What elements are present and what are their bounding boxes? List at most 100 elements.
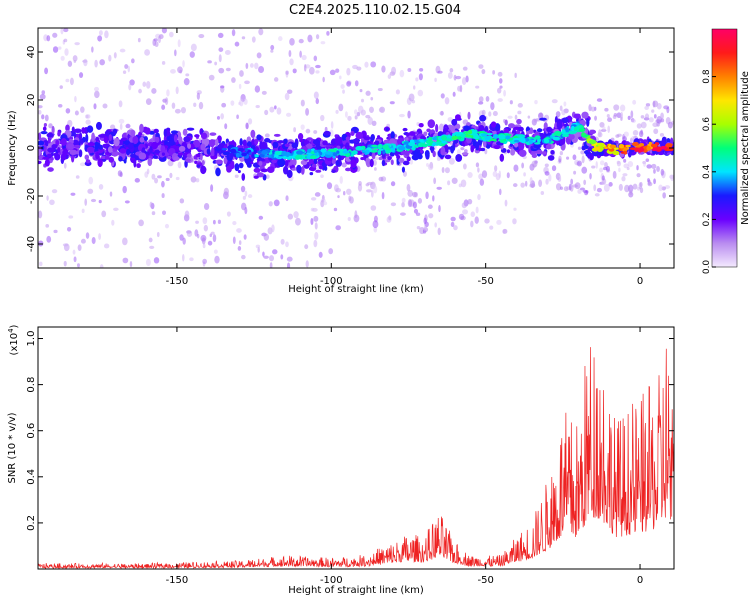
spectrogram-background-point bbox=[563, 186, 569, 192]
spectrogram-background-point bbox=[238, 83, 242, 90]
spectrogram-ridge-point bbox=[593, 147, 602, 151]
spectrogram-ridge-point bbox=[665, 143, 673, 148]
spectrogram-band-point bbox=[183, 136, 191, 143]
spectrogram-ridge-point bbox=[428, 136, 433, 142]
spectrogram-background-point bbox=[462, 66, 468, 71]
spectrogram-background-point bbox=[294, 217, 301, 226]
spectrogram-band-point bbox=[199, 152, 203, 161]
spectrogram-background-point bbox=[357, 183, 363, 192]
spectrogram-ridge-point bbox=[561, 133, 570, 138]
spectrogram-background-point bbox=[212, 234, 217, 243]
spectrogram-band-point bbox=[44, 159, 50, 167]
spectrogram-background-point bbox=[285, 241, 289, 248]
spectrogram-background-point bbox=[492, 171, 498, 178]
spectrogram-background-point bbox=[512, 183, 518, 188]
spectrogram-band-point bbox=[143, 136, 148, 142]
snr-x-ticks: -150 -100 -50 0 bbox=[166, 327, 643, 586]
spectrogram-band-point bbox=[273, 133, 281, 137]
spectrogram-band-point bbox=[427, 119, 436, 129]
spectrogram-background-point bbox=[538, 179, 543, 187]
spectrogram-background-point bbox=[288, 50, 292, 57]
spectrogram-background-point bbox=[561, 109, 566, 116]
spectrogram-background-point bbox=[301, 54, 307, 61]
x-tick-label: -100 bbox=[320, 575, 343, 586]
spectrogram-background-point bbox=[62, 243, 69, 247]
spectrogram-ridge-point bbox=[408, 142, 416, 147]
spectrogram-band-point bbox=[38, 140, 45, 146]
spectrogram-band-point bbox=[234, 163, 240, 172]
spectrogram-background-point bbox=[122, 237, 128, 246]
spectrogram-background-point bbox=[655, 119, 661, 124]
spectrogram-band-point bbox=[624, 141, 630, 146]
spectrogram-background-point bbox=[660, 118, 665, 123]
x-tick-label: 0 bbox=[637, 575, 643, 586]
spectrogram-band-point bbox=[47, 147, 55, 153]
spectrogram-ridge-point bbox=[253, 149, 257, 153]
spectrogram-band-point bbox=[38, 160, 42, 165]
spectrogram-background-point bbox=[636, 165, 639, 171]
spectrogram-background-point bbox=[632, 99, 637, 105]
spectrogram-background-point bbox=[125, 123, 131, 129]
spectrogram-band-point bbox=[40, 131, 48, 135]
spectrogram-background-point bbox=[458, 183, 462, 188]
spectrogram-background-point bbox=[615, 134, 620, 138]
spectrogram-background-point bbox=[626, 166, 630, 171]
spectrogram-background-point bbox=[63, 260, 67, 267]
spectrogram-band-point bbox=[113, 137, 120, 147]
spectrogram-background-point bbox=[310, 207, 315, 212]
spectrogram-background-point bbox=[481, 109, 486, 116]
spectrogram-band-point bbox=[510, 148, 516, 156]
spectrogram-background-point bbox=[313, 130, 318, 134]
spectrogram-band-point bbox=[282, 138, 288, 144]
spectrogram-band-point bbox=[423, 131, 428, 137]
spectrogram-ridge-point bbox=[281, 150, 288, 156]
spectrogram-band-point bbox=[315, 169, 322, 173]
spectrogram-background-point bbox=[232, 236, 236, 244]
spectrogram-background-point bbox=[490, 102, 495, 111]
spectrogram-background-point bbox=[341, 162, 347, 168]
x-tick-label: -50 bbox=[477, 575, 493, 586]
spectrogram-background-point bbox=[399, 113, 405, 118]
spectrogram-band-point bbox=[345, 136, 351, 141]
spectrogram-ridge-point bbox=[230, 148, 237, 154]
spectrogram-background-point bbox=[208, 74, 215, 81]
spectrogram-background-point bbox=[574, 182, 581, 190]
spectrogram-background-point bbox=[374, 167, 377, 171]
spectrogram-band-point bbox=[177, 152, 184, 156]
spectrogram-ridge-point bbox=[261, 149, 268, 155]
spectrogram-background-point bbox=[180, 106, 186, 114]
spectrogram-band-point bbox=[277, 158, 286, 168]
y-tick-label: 0 bbox=[26, 145, 37, 151]
spectrogram-band-point bbox=[152, 155, 158, 159]
spectrogram-background-point bbox=[377, 87, 383, 92]
spectrogram-background-point bbox=[426, 162, 429, 167]
spectrogram-background-point bbox=[164, 223, 170, 229]
spectrogram-background-point bbox=[386, 216, 392, 223]
spectrogram-ridge-point bbox=[228, 152, 234, 159]
spectrogram-band-point bbox=[161, 152, 166, 156]
spectrogram-background-point bbox=[346, 188, 352, 195]
spectrogram-background-point bbox=[502, 229, 506, 234]
spectrogram-background-point bbox=[300, 124, 305, 131]
spectrogram-band-point bbox=[355, 131, 364, 140]
spectrogram-background-point bbox=[182, 60, 185, 68]
spectrogram-background-point bbox=[80, 238, 86, 244]
spectrogram-background-point bbox=[322, 76, 325, 83]
spectrogram-band-point bbox=[139, 136, 145, 143]
spectrogram-background-point bbox=[606, 165, 610, 172]
spectrogram-band-point bbox=[209, 139, 216, 148]
spectrogram-background-point bbox=[270, 49, 274, 53]
spectrogram-ridge-point bbox=[481, 133, 488, 137]
spectrogram-background-point bbox=[179, 198, 185, 204]
spectrogram-background-point bbox=[98, 30, 103, 36]
spectrogram-background-point bbox=[638, 182, 642, 190]
spectrogram-background-point bbox=[484, 148, 488, 155]
spectrogram-band-point bbox=[128, 142, 134, 150]
spectrogram-background-point bbox=[413, 208, 419, 214]
spectrogram-background-point bbox=[313, 55, 318, 62]
spectrogram-ridge-point bbox=[505, 135, 511, 140]
spectrogram-background-point bbox=[44, 114, 49, 122]
spectrogram-background-point bbox=[475, 206, 479, 214]
spectrogram-background-point bbox=[409, 159, 414, 165]
spectrogram-ridge-point bbox=[421, 143, 429, 148]
